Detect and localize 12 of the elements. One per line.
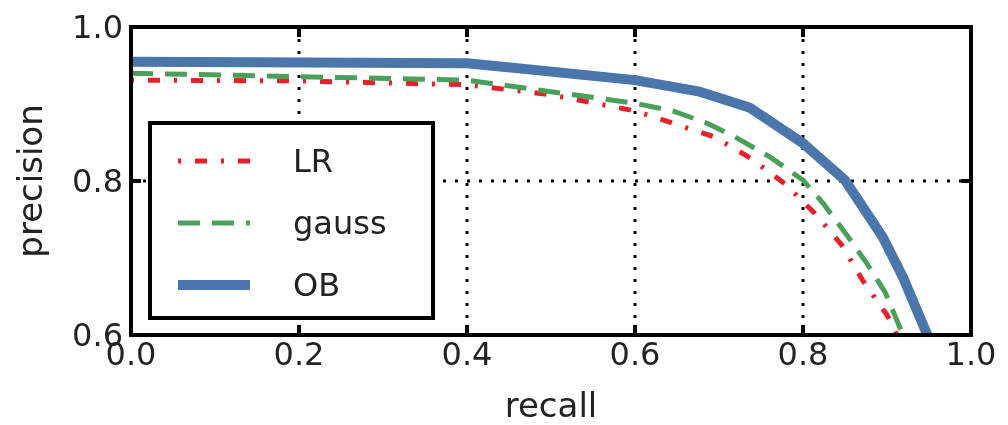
- x-tick-label: 0.4: [441, 335, 493, 373]
- x-tick-label: 0.6: [609, 335, 661, 373]
- x-tick-label: 0.8: [777, 335, 829, 373]
- y-tick-label: 1.0: [72, 8, 123, 47]
- legend-label: OB: [293, 266, 341, 305]
- y-tick-label: 0.8: [72, 162, 123, 201]
- legend-label: LR: [293, 142, 334, 181]
- y-axis-title: precision: [10, 104, 50, 258]
- x-tick-label: 1.0: [945, 335, 997, 373]
- legend-label: gauss: [293, 204, 387, 243]
- x-tick-label: 0.2: [273, 335, 325, 373]
- x-axis-title: recall: [504, 385, 598, 425]
